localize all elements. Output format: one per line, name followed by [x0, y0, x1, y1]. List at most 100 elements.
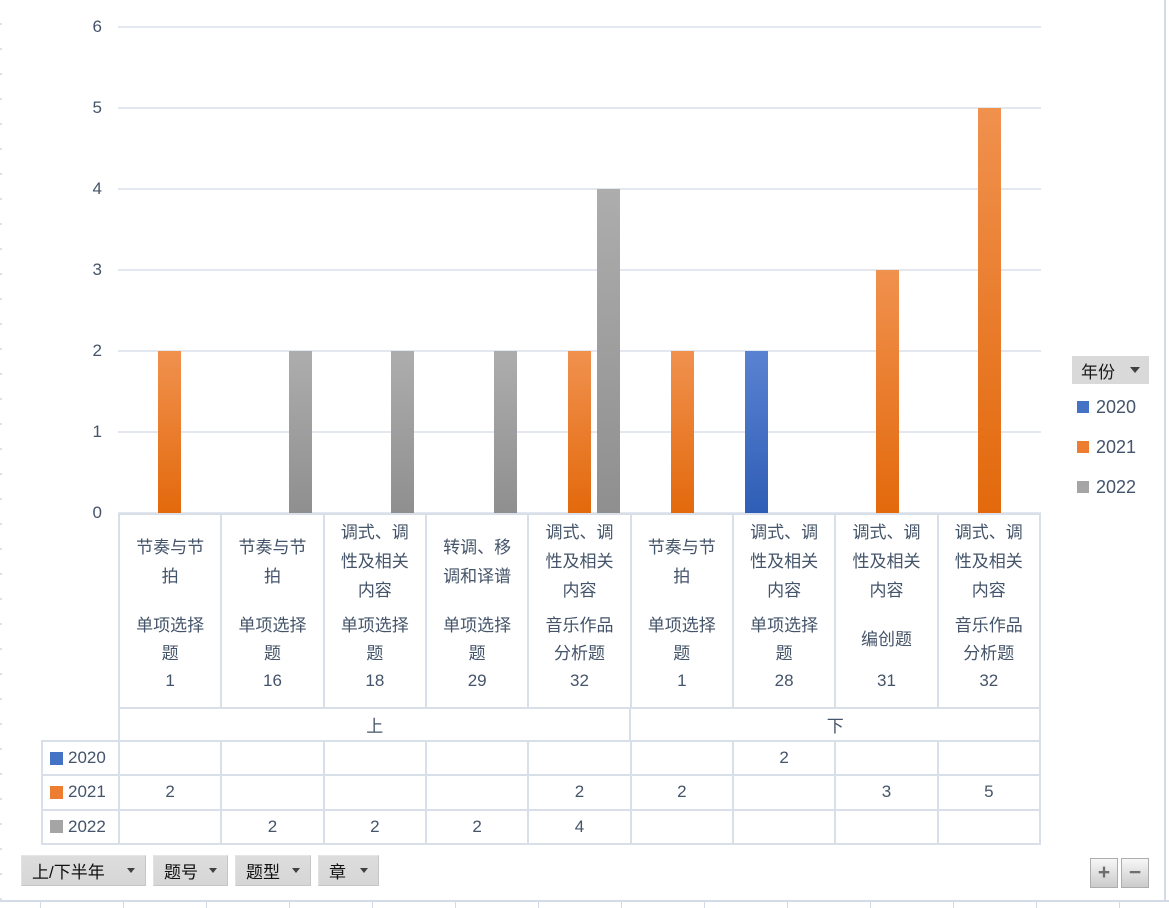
category-axis-labels: 节奏与节 拍单项选择 题 1 节奏与节 拍单项选择 题 16 调式、调 性及相关 内容单…: [118, 513, 1041, 707]
bar-2022-cat4[interactable]: [493, 351, 517, 513]
legend-key-icon: [1077, 401, 1089, 413]
worksheet-gridline: [1036, 902, 1037, 908]
table-cell-2020-cat9: [938, 742, 1041, 777]
y-axis-tick-label: 5: [92, 98, 102, 117]
legend-item-label: 2020: [1096, 396, 1137, 417]
category-qtype-label: 单项选择 题: [136, 615, 205, 663]
bar-2022-cat2[interactable]: [288, 351, 312, 513]
y-axis-tick-label: 3: [92, 260, 102, 279]
field-button-label: 题型: [246, 863, 280, 882]
table-cell-2021-cat4: [427, 776, 530, 811]
category-qtype-label: 音乐作品 分析题: [954, 615, 1023, 663]
y-axis-tick-label: 0: [92, 503, 102, 522]
category-label-cat5: 调式、调 性及相关 内容 音乐作品 分析题 32: [529, 515, 632, 707]
bar-2021-cat8[interactable]: [875, 270, 899, 513]
chevron-down-icon: [292, 868, 300, 873]
category-chapter-label: 节奏与节 拍: [647, 537, 716, 586]
table-row-header-label: 2022: [68, 816, 106, 836]
table-cell-2022-cat6: [631, 810, 734, 845]
legend-item-2021: 2021: [1077, 436, 1136, 458]
category-chapter-label: 转调、移 调和译谱: [443, 537, 512, 586]
table-cell-2021-cat2: [222, 776, 325, 811]
category-label-cat9: 调式、调 性及相关 内容 音乐作品 分析题 32: [939, 515, 1041, 707]
bar-2021-cat6[interactable]: [670, 351, 694, 513]
gridline: [118, 26, 1041, 28]
category-qnum-label: 32: [570, 671, 589, 691]
category-qnum-label: 29: [467, 671, 487, 691]
y-axis-tick-label: 6: [92, 17, 102, 36]
category-qnum-label: 31: [877, 671, 896, 691]
field-button-label: 上/下半年: [32, 863, 105, 882]
table-cell-2022-cat4: 2: [427, 810, 530, 845]
category-label-cat8: 调式、调 性及相关 内容 编创题 31: [836, 515, 939, 707]
table-row-header-2021: 2021: [43, 776, 120, 811]
chart-border: [1164, 0, 1166, 901]
field-button-4[interactable]: 章: [318, 855, 379, 886]
field-button-3[interactable]: 题型: [235, 855, 311, 886]
chevron-down-icon: [360, 868, 368, 873]
category-qtype-label: 单项选择 题: [238, 615, 307, 663]
category-group-label-上: 上: [120, 709, 632, 740]
category-qnum-label: 1: [165, 671, 175, 691]
legend-field-button-year[interactable]: 年份: [1072, 356, 1149, 384]
expand-field-button[interactable]: +: [1090, 858, 1118, 888]
bar-2021-cat1[interactable]: [157, 351, 181, 513]
legend-item-label: 2022: [1096, 476, 1137, 497]
table-cell-2020-cat1: [120, 742, 223, 777]
collapse-field-button[interactable]: −: [1121, 858, 1149, 888]
chevron-down-icon: [127, 868, 135, 873]
category-label-cat1: 节奏与节 拍单项选择 题 1: [120, 515, 223, 707]
table-cell-2021-cat6: 2: [631, 776, 734, 811]
worksheet-gridline: [372, 902, 373, 908]
category-qnum-label: 1: [677, 671, 687, 691]
table-cell-2020-cat3: [324, 742, 427, 777]
field-button-label: 章: [329, 863, 346, 882]
table-cell-2020-cat6: [631, 742, 734, 777]
table-cell-2021-cat1: 2: [120, 776, 223, 811]
table-row-header-2020: 2020: [43, 742, 120, 777]
gridline: [118, 269, 1041, 271]
worksheet-gridline: [953, 902, 954, 908]
category-label-cat4: 转调、移 调和译谱 单项选择 题 29: [427, 515, 530, 707]
table-cell-2021-cat3: [324, 776, 427, 811]
chart-data-table: 2020 2 2021 2 2 2 3 5 2022 2 2 2 4: [41, 740, 1041, 845]
chart-border: [0, 900, 1169, 902]
category-label-cat6: 节奏与节 拍单项选择 题 1: [632, 515, 734, 707]
bar-2021-cat5[interactable]: [568, 351, 591, 513]
field-button-2[interactable]: 题号: [153, 855, 228, 886]
worksheet-gridline: [206, 902, 207, 908]
table-cell-2021-cat9: 5: [938, 776, 1041, 811]
category-chapter-label: 调式、调 性及相关 内容: [340, 523, 409, 601]
category-qtype-label: 单项选择 题: [340, 615, 409, 663]
table-cell-2022-cat9: [938, 810, 1041, 845]
worksheet-gridline: [538, 902, 539, 908]
category-qtype-label: 音乐作品 分析题: [545, 615, 614, 663]
category-chapter-label: 调式、调 性及相关 内容: [852, 523, 921, 601]
legend-key-icon: [50, 751, 63, 765]
table-cell-2020-cat4: [427, 742, 530, 777]
legend-key-icon: [1077, 481, 1089, 493]
category-chapter-label: 节奏与节 拍: [238, 537, 307, 586]
worksheet-gridline: [870, 902, 871, 908]
legend-key-icon: [50, 785, 63, 799]
worksheet-gridline: [787, 902, 788, 908]
table-cell-2022-cat5: 4: [529, 810, 632, 845]
legend-key-icon: [50, 820, 63, 834]
gridline: [118, 188, 1041, 190]
gridline: [118, 107, 1041, 109]
bar-2022-cat3[interactable]: [391, 351, 415, 513]
bar-2020-cat7[interactable]: [744, 351, 768, 513]
table-cell-2020-cat2: [222, 742, 325, 777]
worksheet-gridline: [621, 902, 622, 908]
bar-2021-cat9[interactable]: [978, 108, 1002, 513]
table-cell-2022-cat1: [120, 810, 223, 845]
bar-2022-cat5[interactable]: [596, 189, 620, 513]
field-button-1[interactable]: 上/下半年: [21, 855, 146, 886]
category-qtype-label: 单项选择 题: [443, 615, 512, 663]
legend-item-2020: 2020: [1077, 396, 1136, 418]
category-label-cat3: 调式、调 性及相关 内容 单项选择 题 18: [325, 515, 427, 707]
y-axis-tick-label: 1: [92, 422, 102, 441]
table-cell-2022-cat8: [836, 810, 939, 845]
worksheet-gridline: [40, 902, 41, 908]
